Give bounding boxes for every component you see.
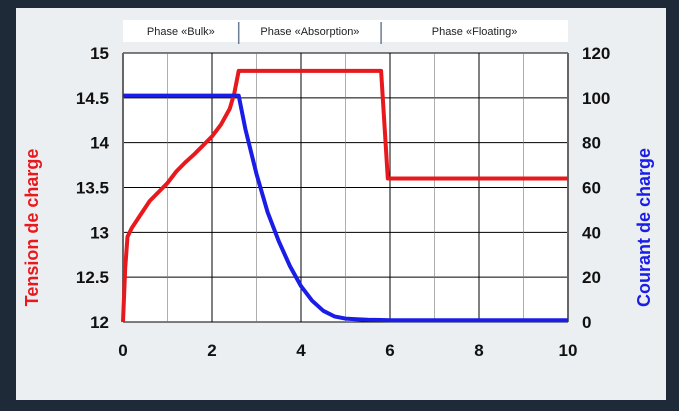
phase-label: Phase «Bulk»: [147, 26, 215, 38]
chart-panel: Phase «Bulk» Phase «Absorption» Phase «Flo…: [16, 8, 666, 400]
y-right-tick-label: 100: [582, 89, 610, 108]
y-left-tick-label: 15: [90, 44, 109, 63]
y-right-tick-label: 0: [582, 313, 591, 332]
y-right-tick-label: 20: [582, 268, 601, 287]
y-left-tick-label: 12.5: [76, 268, 109, 287]
y-axis-right-title: Courant de charge: [634, 148, 654, 307]
phase-header: [123, 20, 568, 42]
x-tick-label: 8: [474, 341, 483, 360]
y-right-tick-label: 120: [582, 44, 610, 63]
x-tick-label: 10: [559, 341, 578, 360]
y-left-tick-label: 13.5: [76, 179, 109, 198]
x-tick-label: 0: [118, 341, 127, 360]
x-tick-label: 6: [385, 341, 394, 360]
series-line-voltage: [121, 68, 568, 323]
y-right-tick-label: 60: [582, 179, 601, 198]
y-right-tick-label: 40: [582, 223, 601, 242]
y-left-tick-label: 14.5: [76, 89, 109, 108]
y-left-tick-label: 12: [90, 313, 109, 332]
x-tick-label: 2: [207, 341, 216, 360]
x-tick-label: 4: [296, 341, 306, 360]
phase-label: Phase «Absorption»: [260, 26, 359, 38]
phase-label: Phase «Floating»: [432, 26, 518, 38]
y-right-tick-label: 80: [582, 134, 601, 153]
y-axis-left-title: Tension de charge: [22, 149, 42, 307]
charging-chart: Phase «Bulk» Phase «Absorption» Phase «Flo…: [22, 20, 654, 360]
series-line-current: [123, 93, 568, 323]
y-left-tick-label: 13: [90, 223, 109, 242]
y-left-tick-label: 14: [90, 134, 109, 153]
